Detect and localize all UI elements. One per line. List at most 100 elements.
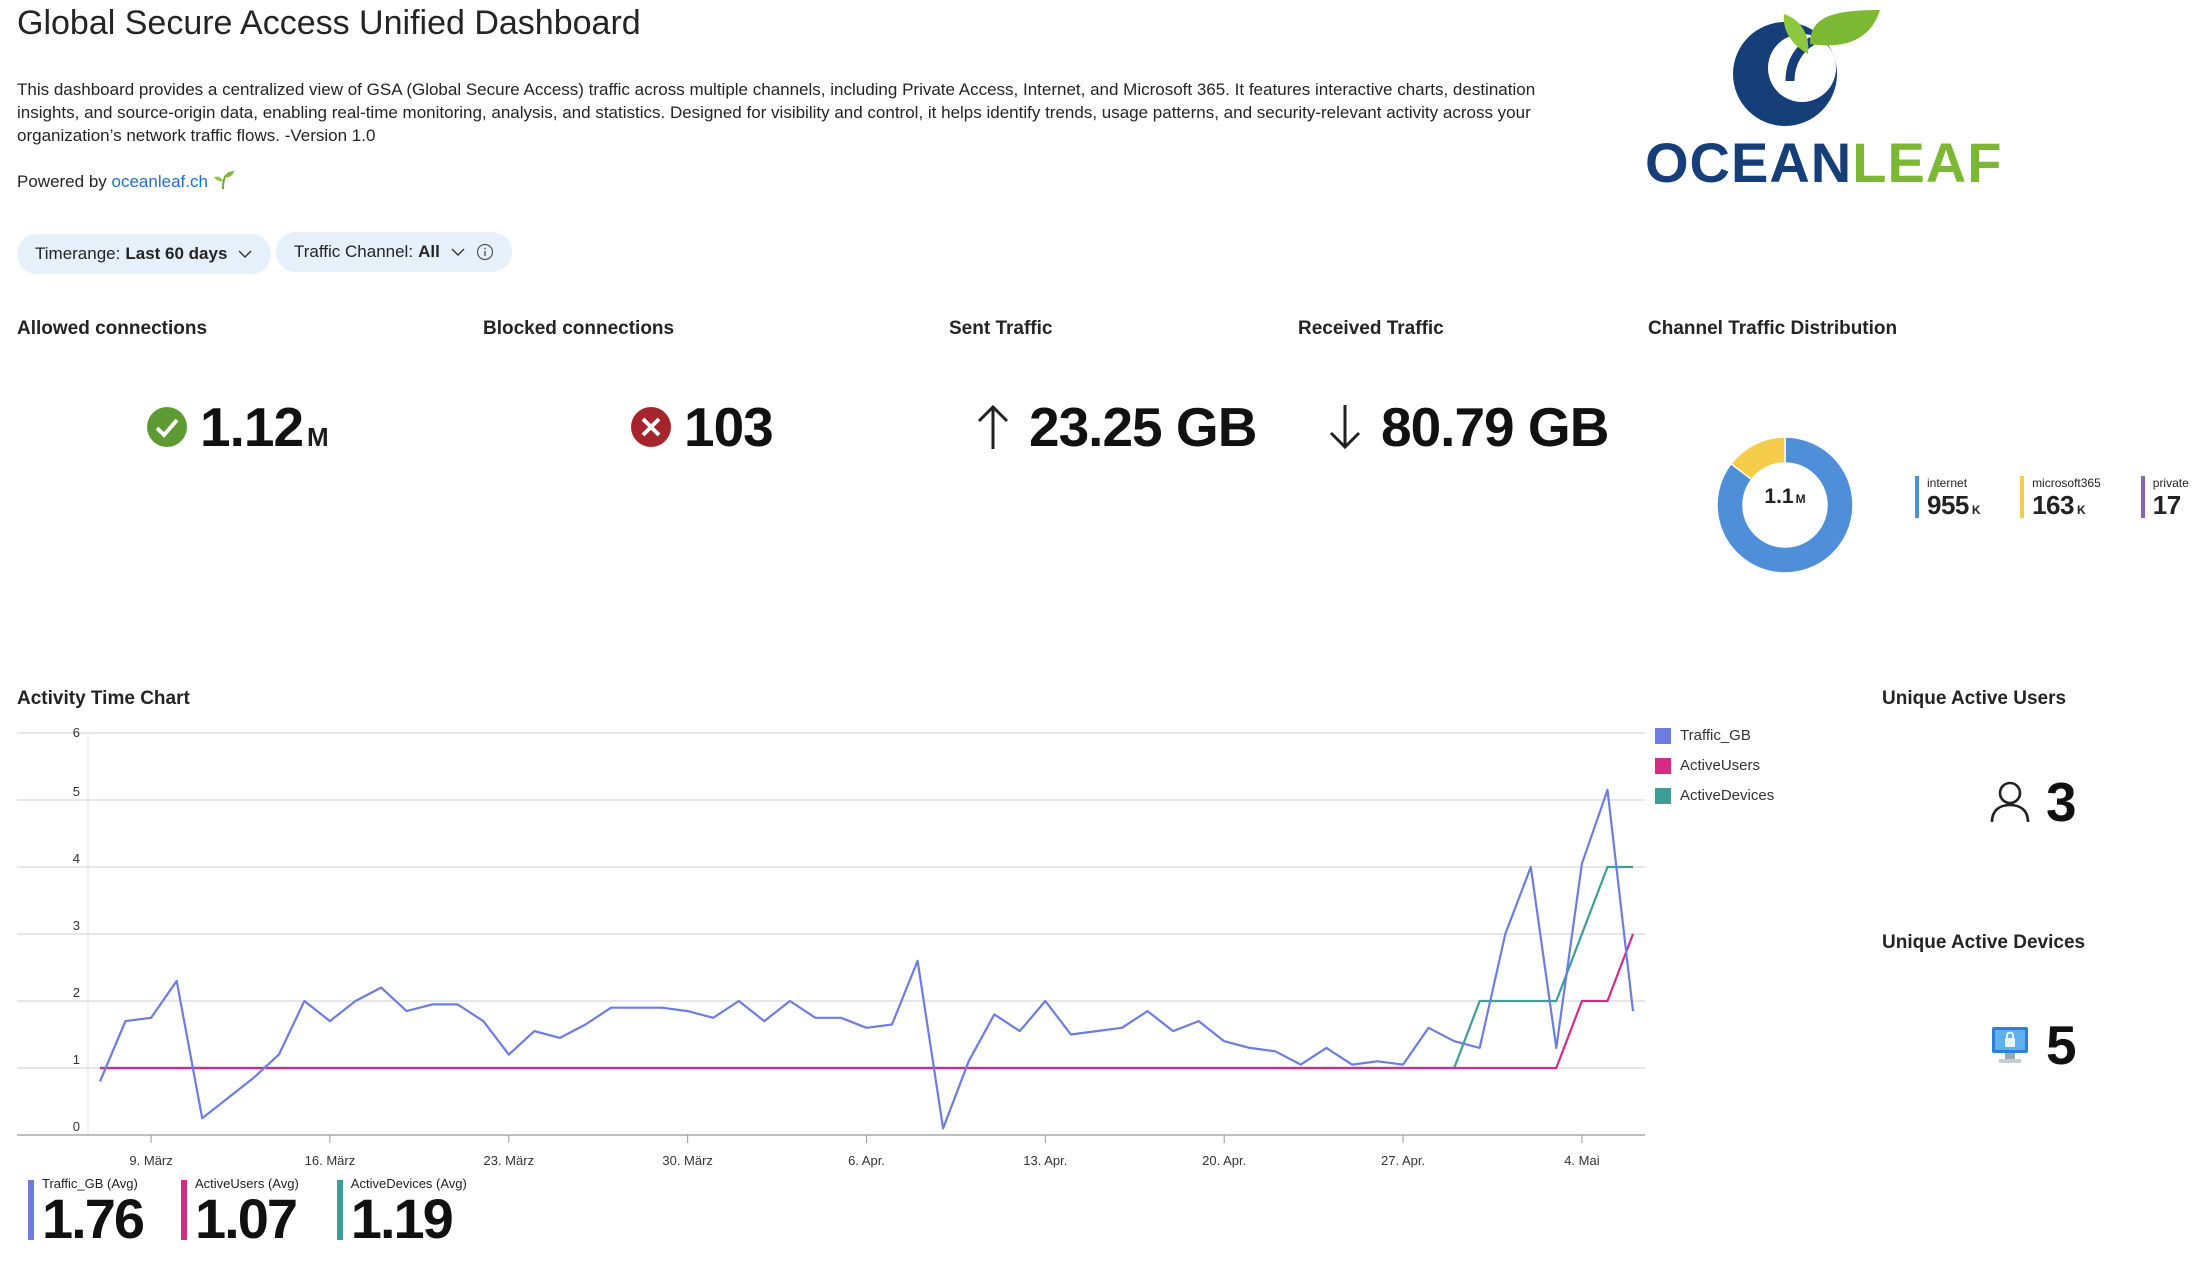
avg-active-devices: ActiveDevices (Avg) 1.19 <box>336 1176 467 1250</box>
x-tick-label: 27. Apr. <box>1381 1153 1425 1168</box>
x-tick-label: 23. März <box>484 1153 535 1168</box>
x-circle-icon <box>631 407 671 447</box>
y-tick-label: 2 <box>73 985 80 1000</box>
legend-unit: K <box>1971 503 1981 517</box>
oceanleaf-link[interactable]: oceanleaf.ch <box>111 172 208 191</box>
unique-users-tile: 3 <box>1990 770 2077 834</box>
donut-slice-microsoft365[interactable] <box>1729 436 1786 481</box>
blocked-value: 103 <box>684 396 774 458</box>
check-circle-icon <box>147 407 187 447</box>
series-line-traffic_gb[interactable] <box>98 788 1635 1130</box>
person-icon <box>1990 781 2030 823</box>
donut-center-unit: M <box>1795 492 1806 506</box>
legend-private[interactable]: private 17 <box>2140 476 2189 521</box>
avg-value: 1.19 <box>350 1187 454 1250</box>
traffic-channel-dropdown[interactable]: Traffic Channel: All <box>276 232 512 272</box>
allowed-value: 1.12 <box>200 396 304 458</box>
y-tick-label: 1 <box>73 1052 80 1067</box>
info-icon[interactable] <box>476 243 494 261</box>
chevron-down-icon <box>451 248 465 256</box>
activity-title: Activity Time Chart <box>17 688 190 709</box>
distribution-title: Channel Traffic Distribution <box>1648 318 1898 339</box>
y-tick-label: 4 <box>73 851 80 866</box>
legend-swatch <box>1915 476 1919 518</box>
unique-devices-title: Unique Active Devices <box>1882 932 2086 953</box>
legend-swatch <box>1655 787 1671 804</box>
oceanleaf-logo: OCEANLEAF <box>1640 6 2001 194</box>
sent-title: Sent Traffic <box>949 318 1053 339</box>
received-tile: 80.79 GB <box>1327 395 1609 459</box>
y-tick-label: 3 <box>73 918 80 933</box>
allowed-title: Allowed connections <box>17 318 208 339</box>
x-tick-label: 4. Mai <box>1564 1153 1600 1168</box>
legend-swatch <box>1655 727 1671 744</box>
legend-traffic-gb[interactable]: Traffic_GB <box>1655 727 1774 744</box>
activity-line-chart[interactable]: 0 1 2 3 4 5 6 9. März 16. März 23. März 30. März 6.… <box>0 715 1650 1175</box>
sent-value: 23.25 GB <box>1029 396 1257 458</box>
avg-swatch <box>181 1180 187 1240</box>
legend-unit: K <box>2076 503 2086 517</box>
series-line-activedevices[interactable] <box>100 865 1633 1070</box>
legend-label: ActiveDevices <box>1680 787 1775 804</box>
y-tick-label: 6 <box>73 725 80 740</box>
legend-internet[interactable]: internet 955 K <box>1915 476 1981 521</box>
y-tick-label: 5 <box>73 784 80 799</box>
legend-value: 17 <box>2152 490 2181 520</box>
channel-value: All <box>418 242 440 261</box>
legend-value: 163 <box>2032 490 2074 520</box>
received-value: 80.79 GB <box>1381 396 1609 458</box>
avg-label: ActiveUsers (Avg) <box>195 1176 299 1191</box>
avg-active-users: ActiveUsers (Avg) 1.07 <box>181 1176 299 1247</box>
avg-label: ActiveDevices (Avg) <box>350 1176 467 1191</box>
avg-swatch <box>336 1180 343 1240</box>
legend-name: microsoft365 <box>2032 476 2101 490</box>
y-tick-label: 0 <box>73 1119 80 1134</box>
legend-name: private <box>2152 476 2189 490</box>
legend-name: internet <box>1927 476 1968 490</box>
legend-active-users[interactable]: ActiveUsers <box>1655 757 1774 774</box>
x-tick-label: 13. Apr. <box>1023 1153 1067 1168</box>
arrow-up-icon <box>977 404 1009 449</box>
logo-text-leaf: LEAF <box>1852 131 2003 194</box>
unique-devices-tile: 5 <box>1990 1013 2077 1077</box>
powered-by: Powered by oceanleaf.ch <box>17 170 235 192</box>
legend-label: Traffic_GB <box>1680 727 1751 744</box>
legend-active-devices[interactable]: ActiveDevices <box>1655 787 1774 804</box>
chevron-down-icon <box>238 250 252 258</box>
timerange-dropdown[interactable]: Timerange: Last 60 days <box>17 234 272 274</box>
avg-value: 1.76 <box>42 1187 145 1250</box>
logo-text-ocean: OCEAN <box>1645 131 1853 194</box>
x-tick-label: 30. März <box>662 1153 713 1168</box>
activity-legend: Traffic_GB ActiveUsers ActiveDevices <box>1655 727 1774 804</box>
avg-value: 1.07 <box>195 1187 298 1250</box>
donut-center-value: 1.1 M <box>1752 485 1818 509</box>
powered-label: Powered by <box>17 172 107 191</box>
legend-swatch <box>1655 757 1671 774</box>
unique-devices-value: 5 <box>2046 1014 2077 1076</box>
activity-averages: Traffic_GB (Avg) 1.76 ActiveUsers (Avg) 1.… <box>28 1176 467 1247</box>
x-tick-label: 20. Apr. <box>1202 1153 1246 1168</box>
blocked-tile: 103 <box>630 395 774 459</box>
donut-slice-internet[interactable] <box>1716 436 1854 574</box>
avg-swatch <box>28 1180 34 1240</box>
x-tick-label: 9. März <box>129 1153 172 1168</box>
series-line-activeusers[interactable] <box>100 933 1635 1070</box>
timerange-value: Last 60 days <box>125 244 228 263</box>
legend-microsoft365[interactable]: microsoft365 163 K <box>2020 476 2101 521</box>
x-tick-label: 6. Apr. <box>848 1153 885 1168</box>
distribution-donut[interactable] <box>1710 430 1860 580</box>
arrow-down-icon <box>1329 405 1361 450</box>
unique-users-title: Unique Active Users <box>1882 688 2067 709</box>
page-description: This dashboard provides a centralized vi… <box>17 80 1536 145</box>
distribution-legend: internet 955 K microsoft365 163 K private … <box>1915 476 2189 521</box>
received-title: Received Traffic <box>1298 318 1444 339</box>
page-title: Global Secure Access Unified Dashboard <box>17 4 641 42</box>
sprout-icon <box>213 171 234 190</box>
channel-label: Traffic Channel: <box>294 242 414 261</box>
logo-mark <box>1733 10 1880 126</box>
avg-traffic-gb: Traffic_GB (Avg) 1.76 <box>28 1176 145 1250</box>
blocked-title: Blocked connections <box>483 318 675 339</box>
timerange-label: Timerange: <box>35 244 121 263</box>
sent-tile: 23.25 GB <box>975 395 1257 459</box>
legend-swatch <box>2140 476 2145 518</box>
